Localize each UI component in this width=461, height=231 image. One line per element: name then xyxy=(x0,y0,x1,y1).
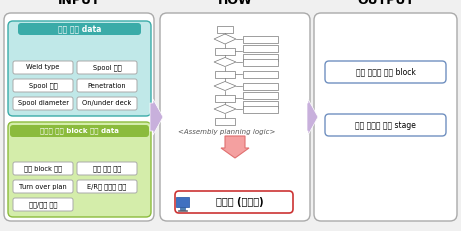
Bar xyxy=(242,36,278,43)
Bar xyxy=(180,207,185,210)
Bar xyxy=(215,70,235,77)
FancyBboxPatch shape xyxy=(4,13,154,221)
Polygon shape xyxy=(214,82,236,91)
Text: HOW: HOW xyxy=(218,0,252,7)
FancyBboxPatch shape xyxy=(8,122,151,217)
FancyBboxPatch shape xyxy=(13,198,73,211)
Text: Weld type: Weld type xyxy=(26,64,59,70)
FancyBboxPatch shape xyxy=(314,13,457,221)
FancyBboxPatch shape xyxy=(160,13,310,221)
FancyBboxPatch shape xyxy=(8,21,151,116)
FancyBboxPatch shape xyxy=(10,125,149,137)
FancyBboxPatch shape xyxy=(13,61,73,74)
FancyArrow shape xyxy=(150,99,163,135)
FancyBboxPatch shape xyxy=(175,191,293,213)
Text: 부재의 인접 block 관련 data: 부재의 인접 block 관련 data xyxy=(40,128,119,134)
Bar xyxy=(215,48,235,55)
FancyArrow shape xyxy=(307,99,318,135)
Bar xyxy=(217,25,233,33)
Text: INPUT: INPUT xyxy=(58,0,100,7)
FancyBboxPatch shape xyxy=(77,162,137,175)
Bar xyxy=(242,100,278,107)
Text: OUTPUT: OUTPUT xyxy=(357,0,414,7)
Polygon shape xyxy=(214,104,236,113)
Bar xyxy=(242,54,278,61)
Text: 중조/대조 여부: 중조/대조 여부 xyxy=(29,201,57,208)
Bar xyxy=(242,91,278,98)
FancyBboxPatch shape xyxy=(13,79,73,92)
Polygon shape xyxy=(214,58,236,67)
Bar xyxy=(178,210,187,211)
FancyBboxPatch shape xyxy=(13,162,73,175)
Bar xyxy=(242,45,278,52)
Text: 단뎅 담재 여부: 단뎅 담재 여부 xyxy=(93,165,121,172)
Text: Turn over plan: Turn over plan xyxy=(19,183,67,189)
Text: On/under deck: On/under deck xyxy=(83,100,132,106)
Bar xyxy=(215,118,235,125)
FancyBboxPatch shape xyxy=(13,180,73,193)
Text: 대상 부재의 소속 stage: 대상 부재의 소속 stage xyxy=(355,121,416,130)
Bar xyxy=(242,106,278,112)
Bar xyxy=(242,82,278,89)
FancyBboxPatch shape xyxy=(77,61,137,74)
Polygon shape xyxy=(214,34,236,44)
Text: <Assembly planning logic>: <Assembly planning logic> xyxy=(178,129,276,135)
FancyArrow shape xyxy=(221,136,249,158)
FancyBboxPatch shape xyxy=(77,97,137,110)
FancyBboxPatch shape xyxy=(325,114,446,136)
Text: 전산화 (자동화): 전산화 (자동화) xyxy=(216,197,264,207)
Text: Spool 길이: Spool 길이 xyxy=(29,82,57,89)
FancyBboxPatch shape xyxy=(18,23,141,35)
FancyBboxPatch shape xyxy=(77,79,137,92)
Text: 대상 부재의 소속 block: 대상 부재의 소속 block xyxy=(355,67,415,76)
Bar xyxy=(176,197,189,207)
Text: 인접 block 갯수: 인접 block 갯수 xyxy=(24,165,62,172)
FancyBboxPatch shape xyxy=(77,180,137,193)
Bar xyxy=(242,58,278,66)
Text: Penetration: Penetration xyxy=(88,82,126,88)
Bar xyxy=(242,70,278,77)
Bar xyxy=(215,94,235,101)
Text: 부재 관련 data: 부재 관련 data xyxy=(58,24,101,33)
FancyBboxPatch shape xyxy=(325,61,446,83)
FancyBboxPatch shape xyxy=(13,97,73,110)
Text: Spool 방향: Spool 방향 xyxy=(93,64,121,71)
Text: Spool diameter: Spool diameter xyxy=(18,100,69,106)
Text: E/R의 최상부 여부: E/R의 최상부 여부 xyxy=(88,183,127,190)
